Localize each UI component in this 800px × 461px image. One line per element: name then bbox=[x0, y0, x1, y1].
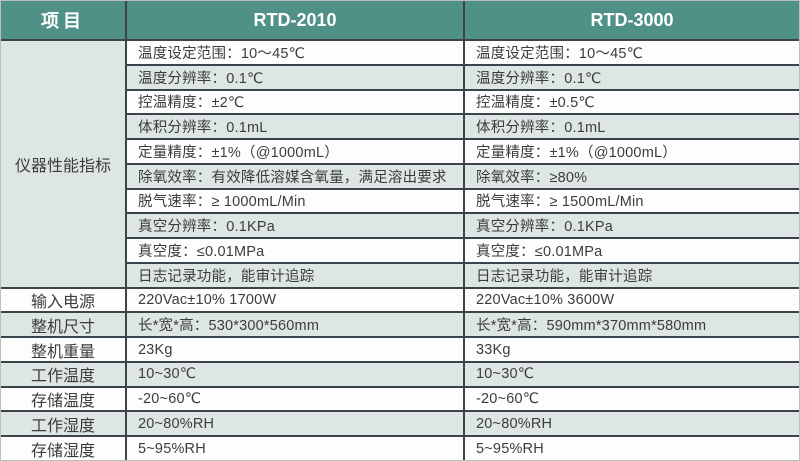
perf-cell-rtd3000: 温度分辨率：0.1℃ bbox=[465, 65, 799, 89]
perf-cell-rtd2010: 温度分辨率：0.1℃ bbox=[127, 65, 463, 89]
perf-cell-rtd2010: 体积分辨率：0.1mL bbox=[127, 115, 463, 139]
spec-row-label: 存储温度 bbox=[1, 387, 125, 411]
spec-cell-rtd2010: 5~95%RH bbox=[127, 437, 463, 460]
spec-row-label: 输入电源 bbox=[1, 288, 125, 312]
spec-cell-rtd3000: 长*宽*高：590mm*370mm*580mm bbox=[465, 313, 799, 337]
perf-cell-rtd2010: 温度设定范围：10～45℃ bbox=[127, 41, 463, 64]
spec-cell-rtd2010: 20~80%RH bbox=[127, 412, 463, 436]
spec-cell-rtd3000: 10~30℃ bbox=[465, 362, 799, 386]
spec-cell-rtd3000: 33Kg bbox=[465, 338, 799, 361]
perf-cell-rtd3000: 定量精度：±1%（@1000mL） bbox=[465, 140, 799, 163]
header-item: 项目 bbox=[1, 1, 125, 39]
perf-cell-rtd2010: 真空分辨率：0.1KPa bbox=[127, 214, 463, 238]
spec-cell-rtd2010: 23Kg bbox=[127, 338, 463, 361]
perf-cell-rtd3000: 脱气速率：≥ 1500mL/Min bbox=[465, 189, 799, 213]
perf-cell-rtd2010: 控温精度：±2℃ bbox=[127, 90, 463, 114]
spec-cell-rtd3000: 20~80%RH bbox=[465, 412, 799, 436]
perf-cell-rtd2010: 脱气速率：≥ 1000mL/Min bbox=[127, 189, 463, 213]
performance-section-label: 仪器性能指标 bbox=[1, 41, 125, 287]
header-product-rtd2010: RTD-2010 bbox=[127, 1, 463, 39]
perf-cell-rtd3000: 控温精度：±0.5℃ bbox=[465, 90, 799, 114]
spec-row-label: 工作湿度 bbox=[1, 412, 125, 436]
spec-cell-rtd2010: 10~30℃ bbox=[127, 362, 463, 386]
spec-row-label: 存储湿度 bbox=[1, 437, 125, 460]
spec-cell-rtd3000: 220Vac±10% 3600W bbox=[465, 288, 799, 312]
perf-cell-rtd3000: 真空度：≤0.01MPa bbox=[465, 239, 799, 262]
perf-cell-rtd2010: 日志记录功能，能审计追踪 bbox=[127, 263, 463, 287]
spec-cell-rtd2010: -20~60℃ bbox=[127, 387, 463, 411]
spec-cell-rtd3000: -20~60℃ bbox=[465, 387, 799, 411]
header-product-rtd3000: RTD-3000 bbox=[465, 1, 799, 39]
spec-row-label: 整机重量 bbox=[1, 338, 125, 361]
perf-cell-rtd2010: 真空度：≤0.01MPa bbox=[127, 239, 463, 262]
perf-cell-rtd2010: 除氧效率：有效降低溶媒含氧量，满足溶出要求 bbox=[127, 164, 463, 188]
spec-row-label: 整机尺寸 bbox=[1, 313, 125, 337]
spec-cell-rtd2010: 220Vac±10% 1700W bbox=[127, 288, 463, 312]
spec-row-label: 工作温度 bbox=[1, 362, 125, 386]
perf-cell-rtd3000: 真空分辨率：0.1KPa bbox=[465, 214, 799, 238]
perf-cell-rtd3000: 日志记录功能，能审计追踪 bbox=[465, 263, 799, 287]
perf-cell-rtd3000: 温度设定范围：10～45℃ bbox=[465, 41, 799, 64]
spec-cell-rtd3000: 5~95%RH bbox=[465, 437, 799, 460]
spec-cell-rtd2010: 长*宽*高：530*300*560mm bbox=[127, 313, 463, 337]
perf-cell-rtd3000: 体积分辨率：0.1mL bbox=[465, 115, 799, 139]
perf-cell-rtd2010: 定量精度：±1%（@1000mL） bbox=[127, 140, 463, 163]
perf-cell-rtd3000: 除氧效率：≥80% bbox=[465, 164, 799, 188]
